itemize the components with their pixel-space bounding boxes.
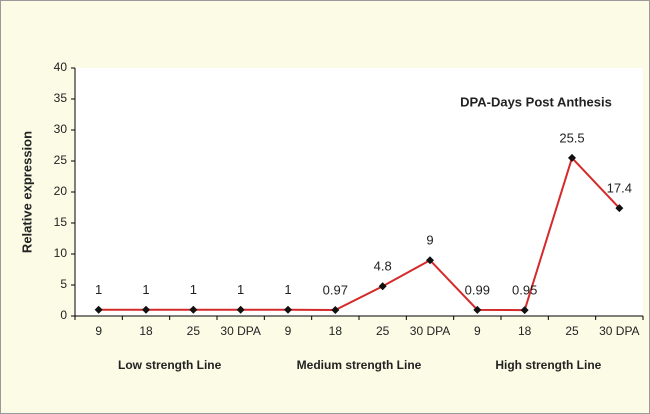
data-point — [520, 306, 529, 315]
data-point — [568, 153, 576, 162]
y-tick-label: 25 — [54, 153, 68, 167]
data-point — [284, 305, 292, 314]
data-label: 1 — [237, 282, 244, 297]
data-label: 25.5 — [559, 130, 584, 145]
data-point — [142, 305, 150, 314]
x-tick-label: 30 DPA — [410, 324, 450, 338]
y-tick-label: 0 — [60, 308, 67, 322]
data-label: 0.97 — [323, 282, 348, 297]
data-label: 17.4 — [607, 181, 632, 196]
data-point — [236, 305, 245, 314]
y-tick-label: 5 — [60, 277, 67, 291]
group-label: High strength Line — [495, 358, 601, 372]
x-tick-label: 18 — [329, 324, 343, 338]
data-label: 1 — [190, 282, 197, 297]
data-point — [331, 305, 340, 314]
data-point — [473, 305, 482, 314]
y-tick-label: 10 — [54, 246, 68, 260]
y-tick-label: 15 — [54, 215, 68, 229]
data-label: 1 — [95, 282, 102, 297]
data-point — [378, 282, 387, 291]
plot-area — [75, 68, 643, 316]
y-tick-label: 30 — [54, 122, 68, 136]
x-tick-label: 9 — [474, 324, 481, 338]
group-label: Medium strength Line — [297, 358, 422, 372]
x-tick-label: 25 — [376, 324, 390, 338]
group-label: Low strength Line — [118, 358, 222, 372]
x-tick-label: 30 DPA — [220, 324, 260, 338]
x-tick-label: 30 DPA — [599, 324, 639, 338]
annotation: DPA-Days Post Anthesis — [460, 94, 612, 109]
data-label: 0.99 — [465, 282, 490, 297]
data-label: 0.95 — [512, 283, 537, 298]
data-label: 4.8 — [374, 259, 392, 274]
x-tick-label: 9 — [285, 324, 292, 338]
x-tick-label: 18 — [139, 324, 153, 338]
x-tick-label: 25 — [565, 324, 579, 338]
data-label: 1 — [284, 282, 291, 297]
x-tick-label: 9 — [95, 324, 102, 338]
data-label: 1 — [142, 282, 149, 297]
data-point — [94, 305, 103, 314]
y-axis-label: Relative expression — [19, 131, 34, 253]
y-tick-label: 35 — [54, 91, 68, 105]
x-tick-label: 18 — [518, 324, 532, 338]
data-line — [98, 155, 621, 312]
x-tick-label: 25 — [187, 324, 201, 338]
data-point — [426, 256, 434, 265]
data-label: 9 — [426, 233, 433, 248]
y-tick-label: 40 — [54, 60, 68, 74]
data-point — [615, 204, 624, 213]
data-point — [189, 305, 198, 314]
y-tick-label: 20 — [54, 184, 68, 198]
